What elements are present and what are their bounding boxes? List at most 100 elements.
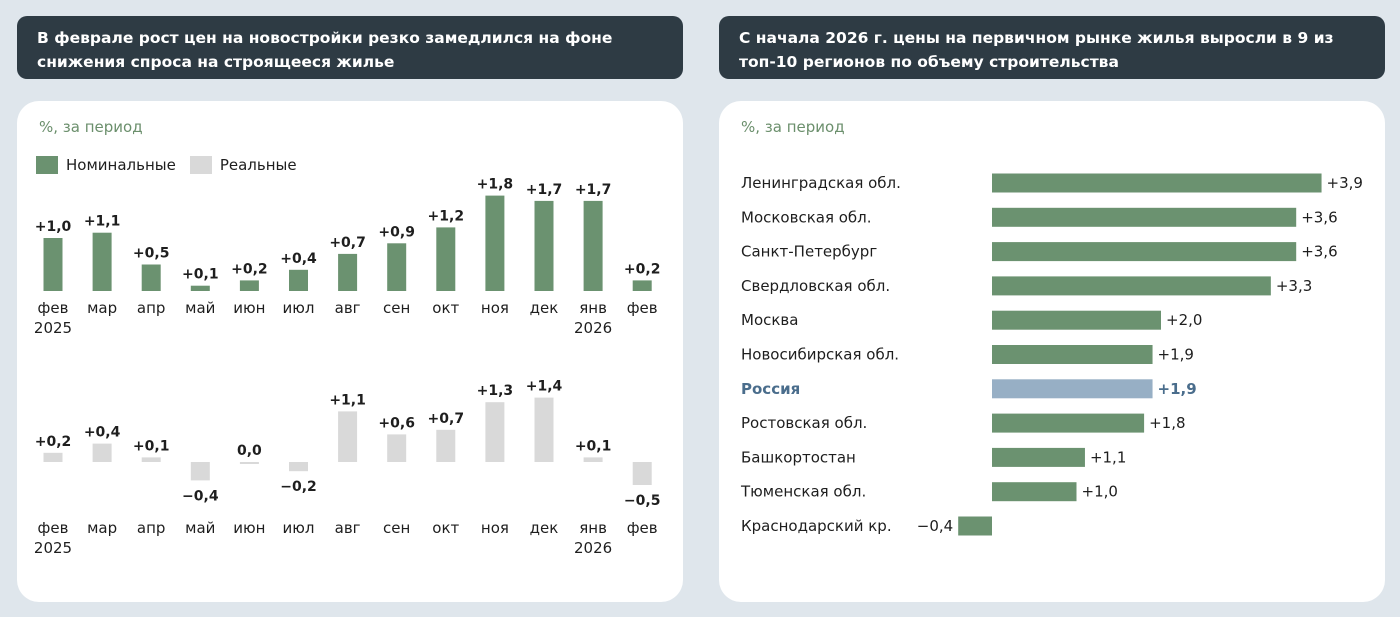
tick-label-bottom-4: июн: [233, 519, 265, 537]
region-bar-3: [992, 276, 1271, 296]
region-bar-9: [992, 482, 1077, 502]
region-label-1: Московская обл.: [741, 208, 872, 226]
left-chart-subtitle: %, за период: [39, 118, 143, 136]
data-label-nominal-9: +1,8: [477, 177, 514, 193]
bar-nominal-0: [43, 238, 63, 291]
region-label-4: Москва: [741, 311, 798, 329]
bar-nominal-6: [338, 253, 358, 291]
bar-real-12: [632, 462, 652, 485]
bar-real-2: [141, 457, 161, 462]
region-bar-2: [992, 242, 1297, 262]
bar-nominal-2: [141, 264, 161, 291]
data-label-real-3: −0,4: [182, 488, 219, 504]
left-chart-panel: %, за период Номинальные Реальные +1,0 +1…: [17, 101, 683, 602]
tick-label-bottom-0: фев: [38, 519, 69, 537]
region-value-label-0: +3,9: [1327, 174, 1363, 192]
legend-swatch-nominal: [36, 156, 58, 174]
tick-label-top-12: фев: [627, 299, 658, 317]
tick-label-bottom-11: янв: [579, 519, 607, 537]
tick-label-top-6: авг: [335, 299, 361, 317]
region-value-label-10: −0,4: [917, 517, 953, 535]
tick-label-bottom-0-year: 2025: [34, 539, 72, 557]
bar-real-9: [485, 402, 505, 462]
region-value-label-9: +1,0: [1082, 483, 1118, 501]
tick-label-top-11-year: 2026: [574, 319, 612, 337]
data-label-nominal-11: +1,7: [575, 182, 612, 198]
region-bar-4: [992, 310, 1161, 330]
region-label-6: Россия: [741, 380, 800, 398]
bar-real-3: [190, 462, 210, 481]
bar-real-1: [92, 443, 112, 462]
region-bar-1: [992, 207, 1297, 227]
data-label-real-7: +0,6: [378, 415, 415, 431]
bar-nominal-8: [436, 227, 456, 291]
monthly-price-growth-chart: +1,0 +1,1 +0,5 +0,1 +0,2 +0,4 +0,7 +0,9 +1,2 +1,8…: [34, 177, 661, 557]
bar-real-6: [338, 411, 358, 462]
region-label-3: Свердловская обл.: [741, 277, 890, 295]
legend-item-nominal: Номинальные: [36, 156, 176, 174]
bar-real-10: [534, 397, 554, 462]
bar-real-5: [289, 462, 308, 472]
region-value-label-8: +1,1: [1090, 448, 1126, 466]
data-label-nominal-3: +0,1: [182, 267, 219, 283]
tick-label-top-1: мар: [87, 299, 117, 317]
region-value-label-4: +2,0: [1166, 311, 1202, 329]
right-chart-title: С начала 2026 г. цены на первичном рынке…: [719, 16, 1385, 79]
bar-real-11: [583, 457, 603, 462]
region-label-5: Новосибирская обл.: [741, 346, 899, 364]
data-label-nominal-2: +0,5: [133, 246, 170, 262]
bar-nominal-7: [387, 243, 407, 291]
legend: Номинальные Реальные: [36, 156, 311, 174]
tick-label-top-7: сен: [383, 299, 410, 317]
right-chart-subtitle: %, за период: [741, 118, 845, 136]
tick-label-top-0-year: 2025: [34, 319, 72, 337]
region-bar-8: [992, 447, 1085, 467]
bar-nominal-1: [92, 232, 112, 291]
tick-label-top-10: дек: [530, 299, 559, 317]
tick-label-bottom-7: сен: [383, 519, 410, 537]
region-bar-5: [992, 345, 1153, 364]
data-label-nominal-8: +1,2: [428, 208, 465, 224]
data-label-real-11: +0,1: [575, 438, 612, 454]
left-chart-title: В феврале рост цен на новостройки резко …: [17, 16, 683, 79]
region-bar-0: [992, 173, 1322, 193]
region-value-label-7: +1,8: [1149, 414, 1185, 432]
region-value-label-6: +1,9: [1158, 380, 1197, 398]
data-label-real-10: +1,4: [526, 379, 563, 395]
tick-label-bottom-9: ноя: [481, 519, 509, 537]
data-label-nominal-7: +0,9: [378, 224, 415, 240]
bar-nominal-12: [632, 280, 652, 291]
bar-real-0: [43, 452, 63, 462]
tick-label-bottom-10: дек: [530, 519, 559, 537]
region-label-10: Краснодарский кр.: [741, 517, 892, 535]
data-label-nominal-6: +0,7: [329, 235, 366, 251]
bar-nominal-10: [534, 200, 554, 291]
data-label-nominal-1: +1,1: [84, 214, 121, 230]
data-label-real-8: +0,7: [428, 411, 465, 427]
region-value-label-3: +3,3: [1276, 277, 1312, 295]
tick-label-top-2: апр: [137, 299, 166, 317]
legend-label-nominal: Номинальные: [66, 156, 176, 174]
tick-label-bottom-5: июл: [283, 519, 315, 537]
region-label-2: Санкт-Петербург: [741, 243, 877, 261]
tick-label-bottom-3: май: [185, 519, 215, 537]
region-label-9: Тюменская обл.: [740, 483, 866, 501]
tick-label-top-0: фев: [38, 299, 69, 317]
data-label-real-5: −0,2: [280, 479, 317, 495]
tick-label-bottom-12: фев: [627, 519, 658, 537]
region-label-0: Ленинградская обл.: [741, 174, 901, 192]
tick-label-bottom-2: апр: [137, 519, 166, 537]
region-bar-6: [992, 379, 1153, 399]
data-label-nominal-10: +1,7: [526, 182, 563, 198]
tick-label-top-11: янв: [579, 299, 607, 317]
bar-nominal-9: [485, 195, 505, 291]
tick-label-top-4: июн: [233, 299, 265, 317]
bar-nominal-11: [583, 200, 603, 291]
bar-nominal-3: [190, 285, 210, 291]
data-label-real-9: +1,3: [477, 383, 514, 399]
region-bar-10: [958, 516, 992, 536]
bar-real-4: [239, 462, 259, 464]
bar-nominal-4: [239, 280, 259, 291]
region-value-label-5: +1,9: [1158, 346, 1194, 364]
data-label-real-2: +0,1: [133, 438, 170, 454]
